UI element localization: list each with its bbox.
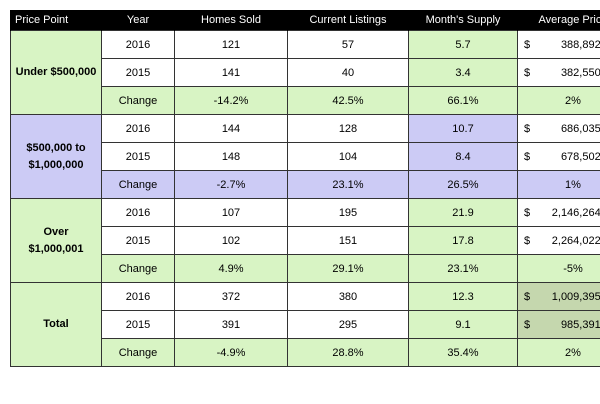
avg-price-cell: $388,892.00 [517,30,600,59]
price-point-table-container: Price Point Year Homes Sold Current List… [10,10,600,396]
year-cell: 2016 [101,114,175,143]
listings-cell: 57 [287,30,409,59]
homes-sold-cell: 141 [174,58,288,87]
header-price-point: Price Point [10,10,102,31]
homes-sold-cell: 372 [174,282,288,311]
supply-cell: 8.4 [408,142,518,171]
listings-cell: 380 [287,282,409,311]
supply-cell: 26.5% [408,170,518,199]
listings-cell: 151 [287,226,409,255]
avg-price-cell: $2,146,264.00 [517,198,600,227]
avg-price-cell: $985,391.53 [517,310,600,339]
year-cell: 2015 [101,142,175,171]
year-cell: Change [101,170,175,199]
listings-cell: 29.1% [287,254,409,283]
homes-sold-cell: -14.2% [174,86,288,115]
header-homes-sold: Homes Sold [174,10,288,31]
avg-price-cell: 2% [517,86,600,115]
supply-cell: 12.3 [408,282,518,311]
homes-sold-cell: -2.7% [174,170,288,199]
homes-sold-cell: 102 [174,226,288,255]
table-row: Change -14.2% 42.5% 66.1% 2% [11,86,600,115]
supply-cell: 3.4 [408,58,518,87]
year-cell: 2015 [101,58,175,87]
year-cell: 2016 [101,198,175,227]
year-cell: 2016 [101,282,175,311]
listings-cell: 128 [287,114,409,143]
year-cell: 2016 [101,30,175,59]
table-row: 2015 141 40 3.4 $382,550.00 [11,58,600,87]
table-row: $500,000 to $1,000,000 2016 144 128 10.7 … [10,114,600,199]
listings-cell: 28.8% [287,338,409,367]
listings-cell: 42.5% [287,86,409,115]
supply-cell: 35.4% [408,338,518,367]
avg-price-cell: $1,009,395.75 [517,282,600,311]
avg-price-cell: $382,550.00 [517,58,600,87]
header-year: Year [101,10,175,31]
listings-cell: 23.1% [287,170,409,199]
homes-sold-cell: 391 [174,310,288,339]
header-months-supply: Month's Supply [408,10,518,31]
listings-cell: 40 [287,58,409,87]
homes-sold-cell: 107 [174,198,288,227]
price-point-label: $500,000 to $1,000,000 [10,114,102,199]
supply-cell: 23.1% [408,254,518,283]
supply-cell: 21.9 [408,198,518,227]
header-current-listings: Current Listings [287,10,409,31]
supply-cell: 9.1 [408,310,518,339]
supply-cell: 66.1% [408,86,518,115]
table-row: Change -4.9% 28.8% 35.4% 2% [11,338,600,367]
avg-price-cell: 1% [517,170,600,199]
price-point-table: Price Point Year Homes Sold Current List… [10,10,600,367]
homes-sold-cell: 121 [174,30,288,59]
listings-cell: 104 [287,142,409,171]
supply-cell: 17.8 [408,226,518,255]
price-point-label: Over $1,000,001 [10,198,102,283]
year-cell: 2015 [101,226,175,255]
year-cell: 2015 [101,310,175,339]
avg-price-cell: 2% [517,338,600,367]
table-row: Change -2.7% 23.1% 26.5% 1% [11,170,600,199]
homes-sold-cell: 4.9% [174,254,288,283]
year-cell: Change [101,254,175,283]
homes-sold-cell: 144 [174,114,288,143]
homes-sold-cell: -4.9% [174,338,288,367]
listings-cell: 195 [287,198,409,227]
year-cell: Change [101,86,175,115]
listings-cell: 295 [287,310,409,339]
supply-cell: 5.7 [408,30,518,59]
table-row: 2015 148 104 8.4 $678,502.00 [11,142,600,171]
avg-price-cell: -5% [517,254,600,283]
year-cell: Change [101,338,175,367]
table-row: Change 4.9% 29.1% 23.1% -5% [11,254,600,283]
avg-price-cell: $2,264,022.00 [517,226,600,255]
avg-price-cell: $678,502.00 [517,142,600,171]
homes-sold-cell: 148 [174,142,288,171]
table-row: Over $1,000,001 2016 107 195 21.9 $2,146,… [10,198,600,283]
table-row: Under $500,000 2016 121 57 5.7 $388,892.… [10,30,600,115]
header-row: Price Point Year Homes Sold Current List… [10,10,600,31]
avg-price-cell: $686,035.00 [517,114,600,143]
table-row: 2015 391 295 9.1 $985,391.53 [11,310,600,339]
supply-cell: 10.7 [408,114,518,143]
price-point-label: Total [10,282,102,367]
header-average-price: Average Price [517,10,600,31]
table-row: 2015 102 151 17.8 $2,264,022.00 [11,226,600,255]
price-point-label: Under $500,000 [10,30,102,115]
table-row: Total 2016 372 380 12.3 $1,009,395.75 [10,282,600,367]
